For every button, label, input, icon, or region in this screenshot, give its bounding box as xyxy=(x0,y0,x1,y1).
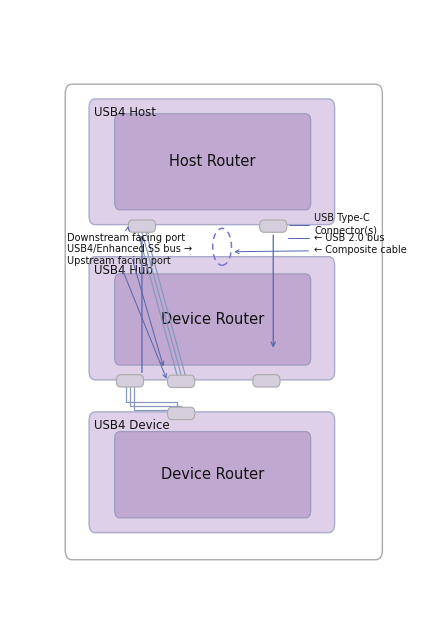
FancyBboxPatch shape xyxy=(253,374,280,387)
Text: Device Router: Device Router xyxy=(161,467,264,482)
FancyBboxPatch shape xyxy=(115,274,311,365)
Text: USB4 Device: USB4 Device xyxy=(94,419,170,432)
Text: USB4/Enhanced SS bus →: USB4/Enhanced SS bus → xyxy=(67,244,192,365)
Text: Upstream facing port: Upstream facing port xyxy=(67,255,171,378)
Text: Downstream facing port: Downstream facing port xyxy=(67,227,185,243)
Text: ← Composite cable: ← Composite cable xyxy=(235,245,407,255)
Text: ← USB 2.0 bus: ← USB 2.0 bus xyxy=(288,234,385,243)
FancyBboxPatch shape xyxy=(117,374,144,387)
FancyBboxPatch shape xyxy=(89,99,334,225)
Text: USB Type-C
Connector(s): USB Type-C Connector(s) xyxy=(289,213,377,236)
Text: USB4 Hub: USB4 Hub xyxy=(94,264,153,277)
FancyBboxPatch shape xyxy=(260,220,287,232)
Text: Device Router: Device Router xyxy=(161,312,264,327)
FancyBboxPatch shape xyxy=(89,257,334,380)
FancyBboxPatch shape xyxy=(168,407,195,420)
Text: USB4 Host: USB4 Host xyxy=(94,106,156,120)
FancyBboxPatch shape xyxy=(115,114,311,210)
FancyBboxPatch shape xyxy=(128,220,156,232)
FancyBboxPatch shape xyxy=(89,412,334,532)
Text: Host Router: Host Router xyxy=(169,154,256,170)
FancyBboxPatch shape xyxy=(168,375,195,387)
FancyBboxPatch shape xyxy=(115,431,311,518)
